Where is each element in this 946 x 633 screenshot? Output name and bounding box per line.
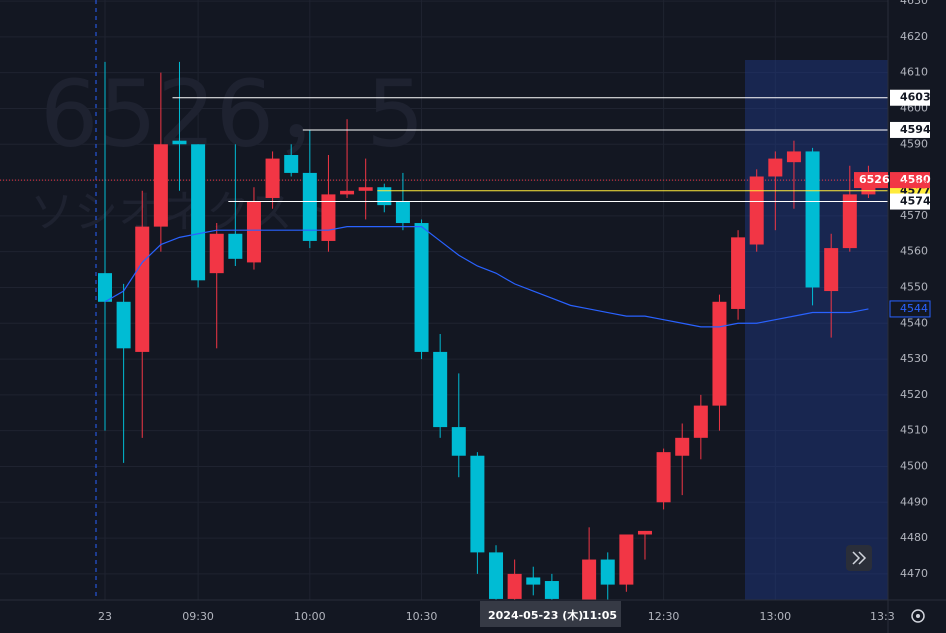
ma-line bbox=[104, 226, 869, 328]
candle-body bbox=[489, 552, 504, 599]
candle-body bbox=[451, 427, 466, 456]
candle-body bbox=[340, 190, 355, 195]
y-tick-label: 4610 bbox=[900, 66, 928, 79]
crosshair-box bbox=[480, 601, 621, 627]
candle-body bbox=[637, 530, 652, 535]
y-tick-label: 4620 bbox=[900, 30, 928, 43]
candle-body bbox=[414, 223, 429, 352]
x-tick-label: 13:00 bbox=[759, 610, 791, 623]
y-tick-label: 4490 bbox=[900, 495, 928, 508]
candle-body bbox=[526, 577, 541, 585]
watermark-name: ソシオネクスト bbox=[30, 187, 337, 238]
y-tick-label: 4510 bbox=[900, 424, 928, 437]
ma-tag-label: 4544 bbox=[900, 302, 928, 315]
candle-body bbox=[172, 140, 187, 145]
watermark-code: 6526，5 bbox=[40, 60, 425, 167]
candle-body bbox=[358, 187, 373, 191]
candle-body bbox=[246, 201, 261, 263]
candle-body bbox=[731, 237, 746, 309]
symbol-tag bbox=[854, 172, 888, 189]
candle-body bbox=[842, 194, 857, 249]
candle-body bbox=[284, 155, 299, 173]
y-tick-label: 4550 bbox=[900, 280, 928, 293]
y-tick-label: 4540 bbox=[900, 316, 928, 329]
candle-body bbox=[116, 301, 131, 349]
candle-body bbox=[433, 351, 448, 428]
y-tick-label: 4530 bbox=[900, 352, 928, 365]
candle-body bbox=[302, 172, 317, 241]
candle-body bbox=[693, 405, 708, 438]
y-tick-label: 4480 bbox=[900, 531, 928, 544]
plot bbox=[0, 61, 888, 600]
candle-body bbox=[619, 534, 634, 585]
candle-body bbox=[98, 273, 112, 302]
level-tag-label: 4574 bbox=[900, 195, 931, 208]
candle-body bbox=[768, 158, 783, 177]
candle-body bbox=[377, 187, 392, 206]
x-tick-label: 10:00 bbox=[294, 610, 326, 623]
level-tag-label: 4594 bbox=[900, 123, 931, 136]
candle-body bbox=[600, 559, 615, 585]
x-tick-label: 10:30 bbox=[406, 610, 438, 623]
candle-body bbox=[153, 144, 168, 227]
y-tick-label: 4630 bbox=[900, 0, 928, 7]
y-tick-label: 4570 bbox=[900, 209, 928, 222]
last-price-label: 4580 bbox=[900, 173, 931, 186]
candle-body bbox=[656, 452, 671, 503]
candle-body bbox=[228, 233, 243, 259]
candle-body bbox=[395, 201, 410, 224]
x-tick-label: 23 bbox=[98, 610, 112, 623]
candle-body bbox=[209, 233, 224, 274]
x-tick-label: 12:30 bbox=[648, 610, 680, 623]
candle-body bbox=[265, 158, 280, 198]
x-tick-label: 13:3 bbox=[870, 610, 895, 623]
symbol-tag-label: 6526 bbox=[859, 173, 890, 186]
y-tick-label: 4520 bbox=[900, 388, 928, 401]
candle-body bbox=[749, 176, 764, 245]
crosshair-time: 11:05 bbox=[582, 609, 617, 622]
candle-body bbox=[191, 144, 206, 281]
level-tag bbox=[890, 89, 930, 106]
level-tag bbox=[890, 121, 930, 138]
candle-body bbox=[135, 226, 150, 352]
candle-body bbox=[786, 151, 801, 163]
scroll-button[interactable] bbox=[846, 545, 872, 571]
candle-body bbox=[582, 559, 597, 600]
y-tick-label: 4590 bbox=[900, 137, 928, 150]
level-tag bbox=[890, 193, 930, 210]
candle-body bbox=[824, 248, 839, 292]
watermark: 6526，5 ソシオネクスト bbox=[30, 60, 425, 238]
last-price-tag bbox=[890, 172, 930, 189]
axes: 4470 4480 4490 4500 4510 4520 4530 4540 4550 4560… bbox=[98, 0, 931, 623]
candle-body bbox=[470, 455, 485, 553]
y-tick-label: 4500 bbox=[900, 459, 928, 472]
level-tag-label: 4603 bbox=[900, 91, 931, 104]
x-tick-label: 09:30 bbox=[182, 610, 214, 623]
ma-tag bbox=[889, 300, 931, 318]
candle-body bbox=[675, 437, 690, 456]
candle-body bbox=[712, 301, 727, 406]
volume-profile bbox=[745, 60, 888, 600]
crosshair-date: 2024-05-23 (木) bbox=[488, 608, 583, 622]
marker-price-label: 4579 bbox=[900, 179, 928, 192]
y-tick-label: 4560 bbox=[900, 245, 928, 258]
candle-body bbox=[544, 581, 559, 599]
settings-button[interactable] bbox=[911, 609, 925, 623]
y-tick-label: 4470 bbox=[900, 567, 928, 580]
candle-body bbox=[805, 151, 820, 288]
candle-body bbox=[507, 573, 522, 599]
